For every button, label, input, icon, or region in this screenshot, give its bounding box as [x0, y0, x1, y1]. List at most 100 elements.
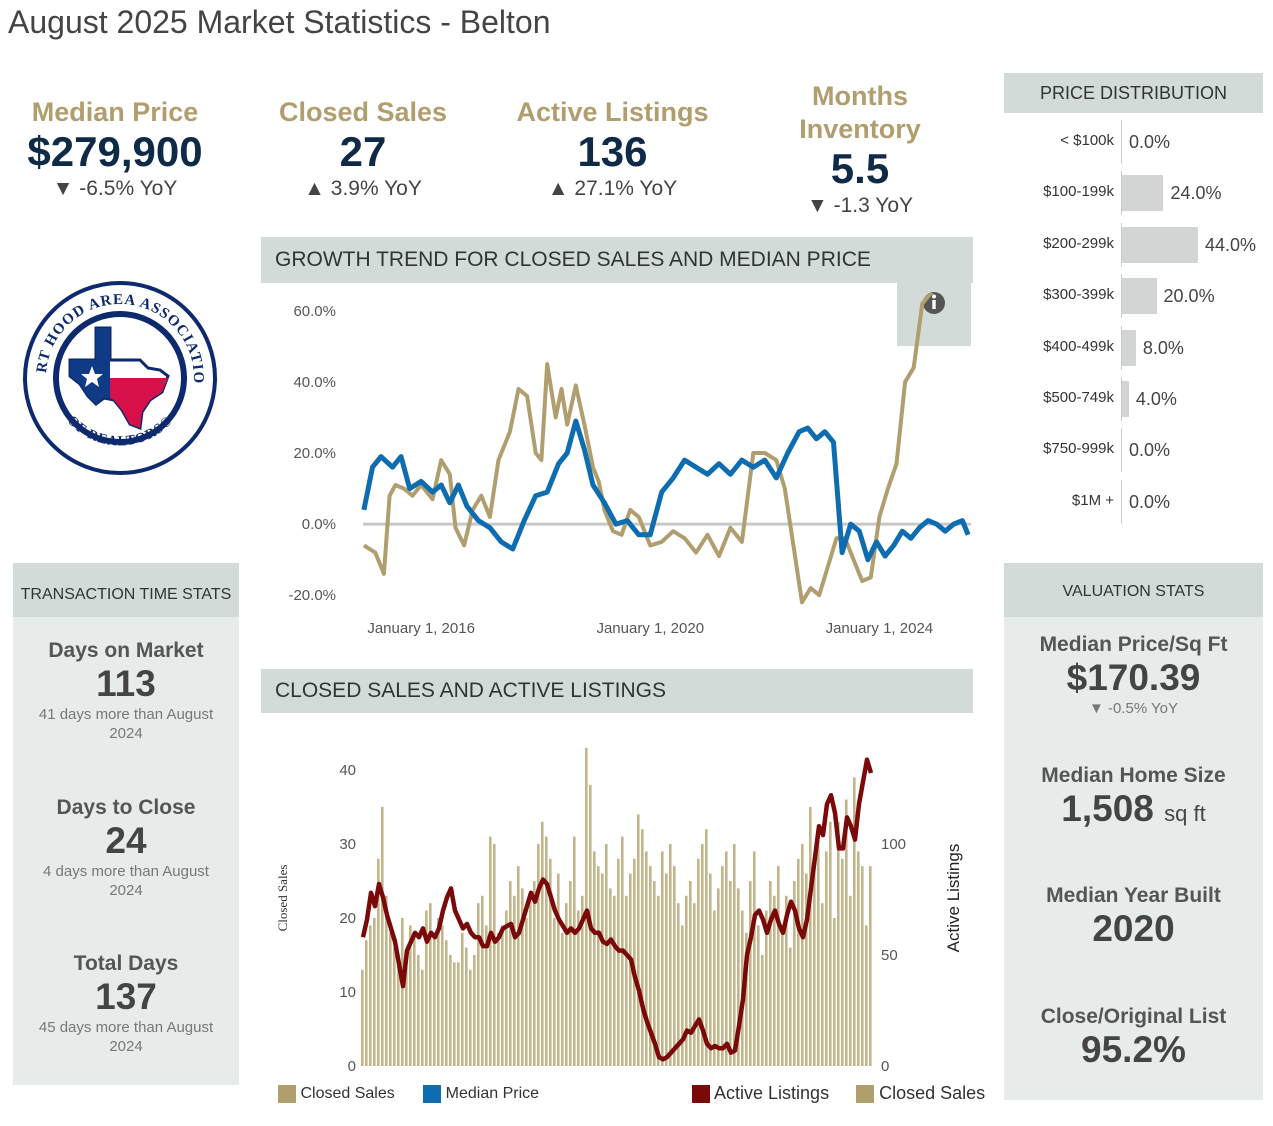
days-to-close-stat: Days to Close 24 4 days more than August… [13, 796, 239, 900]
closed-sales-bar [633, 858, 636, 1066]
closed-sales-bar [577, 910, 580, 1066]
kpi-active-listings: Active Listings 136 ▲ 27.1% YoY [500, 96, 725, 201]
price-distribution-bar [1122, 278, 1157, 315]
axis-line [1121, 222, 1122, 267]
stat-label: Days to Close [56, 796, 196, 819]
closed-sales-bar [597, 866, 600, 1066]
kpi-yoy: ▼ -6.5% YoY [52, 177, 178, 200]
price-distribution-chart: < $100k 0.0% $100-199k 24.0% $200-299k 44.0% $… [1004, 120, 1270, 540]
closed-sales-bar [381, 807, 384, 1066]
closed-sales-bar [869, 866, 872, 1066]
closed-sales-bar [509, 881, 512, 1066]
closed-sales-bar [473, 955, 476, 1066]
stat-value: 24 [105, 820, 147, 861]
closed-sales-bar [565, 903, 568, 1066]
closed-sales-bar [457, 962, 460, 1066]
stat-unit: sq ft [1164, 801, 1206, 826]
axis-line [1121, 274, 1122, 319]
closed-sales-bar [805, 873, 808, 1066]
closed-sales-bar [421, 969, 424, 1066]
right-y-tick: 0 [881, 1058, 889, 1075]
transaction-stats-panel: TRANSACTION TIME STATS Days on Market 11… [13, 563, 239, 1085]
growth-chart: 60.0% 40.0% 20.0% 0.0% -20.0% January 1, 2016… [288, 293, 971, 637]
y-tick-label: 0.0% [302, 516, 336, 533]
closed-sales-bar [817, 836, 820, 1066]
closed-sales-bar [793, 881, 796, 1066]
stat-value: 137 [95, 976, 157, 1017]
stat-value: 2020 [1092, 908, 1175, 949]
price-distribution-value: 8.0% [1142, 337, 1184, 358]
legend-item-active-listings: Active Listings [692, 1083, 829, 1104]
price-range-label: < $100k [1060, 132, 1114, 149]
closed-sales-bar [465, 947, 468, 1066]
price-distribution-row: $200-299k 44.0% [1004, 222, 1270, 267]
kpi-value: 5.5 [830, 145, 890, 192]
closed-sales-bar [733, 844, 736, 1066]
legend-label: Closed Sales [300, 1085, 395, 1103]
closed-sales-bar [585, 747, 588, 1066]
legend-label: Closed Sales [879, 1083, 986, 1103]
stat-note: 4 days more than August [43, 863, 209, 880]
kpi-value: $279,900 [27, 128, 203, 175]
left-y-tick: 20 [339, 910, 356, 927]
closed-sales-bar [505, 910, 508, 1066]
price-distribution-value: 20.0% [1163, 286, 1215, 307]
price-distribution-row: $300-399k 20.0% [1004, 274, 1270, 319]
stat-note: 2024 [109, 882, 143, 899]
closed-sales-bar [693, 903, 696, 1066]
closed-sales-bar [397, 955, 400, 1066]
closed-sales-bar [553, 918, 556, 1066]
closed-sales-bar [705, 829, 708, 1066]
price-distribution-row: $400-499k 8.0% [1004, 325, 1270, 370]
kpi-yoy: ▲ 3.9% YoY [304, 177, 422, 200]
closed-sales-bar [841, 858, 844, 1066]
closed-sales-bar [761, 955, 764, 1066]
closed-sales-bar [489, 836, 492, 1066]
closed-sales-bar [849, 895, 852, 1066]
kpi-months-inventory: Months Inventory 5.5 ▼ -1.3 YoY [770, 80, 950, 218]
closed-sales-bar [389, 932, 392, 1066]
closed-sales-bar [541, 821, 544, 1066]
closed-sales-bar [425, 910, 428, 1066]
closed-sales-bar [485, 925, 488, 1066]
closed-sales-bar [829, 821, 832, 1066]
closed-sales-bar [785, 895, 788, 1066]
left-y-tick: 40 [339, 762, 356, 779]
closed-sales-bar [517, 866, 520, 1066]
y-tick-label: -20.0% [288, 587, 336, 604]
price-distribution-title: PRICE DISTRIBUTION [1004, 73, 1263, 113]
sales-listings-chart-title: CLOSED SALES AND ACTIVE LISTINGS [261, 669, 973, 713]
closed-sales-bar [385, 895, 388, 1066]
closed-sales-bar [413, 932, 416, 1066]
kpi-value: 27 [339, 128, 387, 175]
closed-sales-bar [773, 895, 776, 1066]
price-distribution-value: 0.0% [1129, 132, 1171, 152]
closed-sales-bar [593, 851, 596, 1066]
closed-sales-bar [725, 851, 728, 1066]
legend-item-closed-sales: Closed Sales [856, 1083, 986, 1104]
sales-listings-legend: Active Listings Closed Sales [692, 1083, 985, 1104]
price-distribution-row: $1M + 0.0% [1004, 479, 1270, 524]
growth-legend: Closed Sales Median Price [278, 1085, 539, 1103]
closed-sales-bar [637, 814, 640, 1066]
axis-line [1121, 120, 1122, 164]
closed-sales-bar [709, 873, 712, 1066]
stat-note: 41 days more than August [38, 706, 214, 723]
legend-item-median-price: Median Price [423, 1085, 539, 1103]
closed-sales-bar [501, 925, 504, 1066]
closed-sales-bar [853, 777, 856, 1066]
closed-sales-bar [461, 932, 464, 1066]
closed-sales-bar [409, 925, 412, 1066]
axis-line [1121, 171, 1122, 216]
closed-sales-bar [601, 873, 604, 1066]
sales-listings-chart: 0 10 20 30 40 0 50 100 Closed Sales Active Listin… [275, 747, 963, 1075]
price-range-label: $500-749k [1043, 389, 1114, 406]
closed-sales-bar [493, 844, 496, 1066]
closed-sales-bar [689, 881, 692, 1066]
axis-line [1121, 428, 1122, 473]
median-price-line [361, 418, 971, 563]
stat-value: 113 [96, 663, 156, 704]
kpi-value: 136 [577, 128, 648, 175]
closed-sales-bar [809, 807, 812, 1066]
stat-value: 1,508 [1061, 788, 1154, 829]
